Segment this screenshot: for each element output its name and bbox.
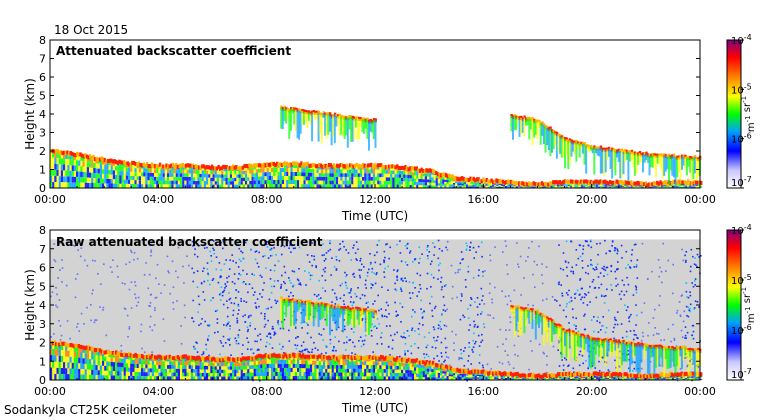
y-tick-label: 0 bbox=[39, 182, 46, 195]
colorbar-label: m-1 sr-1 bbox=[740, 287, 757, 323]
panel-title: Attenuated backscatter coefficient bbox=[56, 44, 291, 58]
y-tick-label: 2 bbox=[39, 337, 46, 350]
x-tick-label: 04:00 bbox=[142, 193, 174, 206]
y-tick-label: 7 bbox=[39, 243, 46, 256]
colorbar-tick-label: 10-6 bbox=[731, 132, 752, 146]
panel-title: Raw attenuated backscatter coefficient bbox=[56, 235, 323, 249]
y-tick-label: 8 bbox=[39, 34, 46, 47]
y-tick-label: 1 bbox=[39, 355, 46, 368]
x-axis: 00:00 04:00 08:00 12:00 16:00 20:00 00:00 bbox=[34, 376, 716, 398]
x-tick-label: 08:00 bbox=[251, 193, 283, 206]
y-axis: 0 1 2 3 4 5 6 7 8 bbox=[39, 224, 700, 387]
x-axis-label: Time (UTC) bbox=[341, 401, 408, 415]
colorbar-tick-label: 10-6 bbox=[731, 323, 752, 337]
colorbar: 10-7 10-6 10-5 10-4 m-1 sr-1 bbox=[726, 223, 757, 381]
x-tick-label: 08:00 bbox=[251, 385, 283, 398]
boundary-layer-fill bbox=[50, 342, 703, 381]
raw-backscatter-panel: Raw attenuated backscatter coefficient 0… bbox=[23, 223, 757, 415]
y-tick-label: 0 bbox=[39, 374, 46, 387]
x-tick-label: 00:00 bbox=[34, 385, 66, 398]
colorbar-tick-label: 10-5 bbox=[731, 273, 752, 287]
y-tick-label: 3 bbox=[39, 318, 46, 331]
y-tick-label: 7 bbox=[39, 53, 46, 66]
x-tick-label: 16:00 bbox=[467, 385, 499, 398]
x-tick-label: 12:00 bbox=[359, 193, 391, 206]
colorbar-tick-label: 10-7 bbox=[731, 367, 752, 381]
colorbar: 10-7 10-6 10-5 10-4 m-1 sr-1 bbox=[726, 33, 757, 189]
y-tick-label: 6 bbox=[39, 71, 46, 84]
backscatter-panel: Attenuated backscatter coefficient 0 1 2 3 4… bbox=[23, 33, 757, 223]
y-tick-label: 5 bbox=[39, 280, 46, 293]
upper-layer bbox=[510, 305, 702, 379]
y-tick-label: 4 bbox=[39, 108, 46, 121]
x-tick-label: 04:00 bbox=[142, 385, 174, 398]
y-tick-label: 4 bbox=[39, 299, 46, 312]
y-axis: 0 1 2 3 4 5 6 7 8 bbox=[39, 34, 700, 195]
x-axis-label: Time (UTC) bbox=[341, 209, 408, 223]
y-tick-label: 2 bbox=[39, 145, 46, 158]
instrument-label: Sodankyla CT25K ceilometer bbox=[4, 403, 176, 417]
y-tick-label: 6 bbox=[39, 262, 46, 275]
colorbar-tick-label: 10-5 bbox=[731, 82, 752, 96]
boundary-layer-top bbox=[50, 340, 703, 379]
y-tick-label: 3 bbox=[39, 127, 46, 140]
layer-marks bbox=[50, 296, 703, 379]
x-tick-label: 12:00 bbox=[359, 385, 391, 398]
y-axis-label: Height (km) bbox=[23, 269, 37, 340]
y-axis-label: Height (km) bbox=[23, 78, 37, 149]
y-tick-label: 1 bbox=[39, 164, 46, 177]
y-tick-label: 8 bbox=[39, 224, 46, 237]
cloud-layer bbox=[280, 105, 377, 151]
colorbar-tick-label: 10-4 bbox=[731, 33, 752, 47]
x-tick-label: 20:00 bbox=[576, 385, 608, 398]
colorbar-gradient bbox=[726, 229, 742, 381]
x-tick-label: 00:00 bbox=[684, 193, 716, 206]
y-tick-label: 5 bbox=[39, 90, 46, 103]
x-tick-label: 00:00 bbox=[34, 193, 66, 206]
x-tick-label: 20:00 bbox=[576, 193, 608, 206]
colorbar-gradient bbox=[726, 39, 742, 189]
x-tick-label: 00:00 bbox=[684, 385, 716, 398]
colorbar-label: m-1 sr-1 bbox=[740, 96, 757, 132]
x-tick-label: 16:00 bbox=[467, 193, 499, 206]
date-label: 18 Oct 2015 bbox=[54, 23, 128, 37]
cloud-layer bbox=[280, 296, 377, 336]
colorbar-tick-label: 10-7 bbox=[731, 175, 752, 189]
x-axis: 00:00 04:00 08:00 12:00 16:00 20:00 00:00 bbox=[34, 184, 716, 206]
colorbar-tick-label: 10-4 bbox=[731, 223, 752, 237]
layer-marks bbox=[50, 105, 703, 188]
upper-layer bbox=[510, 114, 702, 188]
